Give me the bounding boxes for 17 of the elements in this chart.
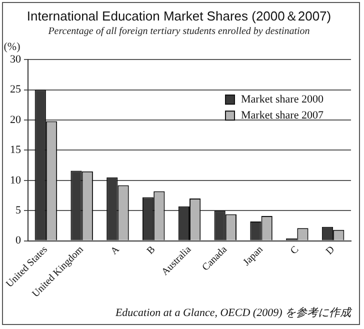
y-tick-label: 0 (16, 234, 22, 247)
text: Education at a Glance, OECD (2009) を参考に作成 (115, 306, 351, 320)
x-tick-label: C (288, 244, 302, 257)
y-axis-title: (%) (4, 40, 21, 53)
x-tick-label: A (108, 244, 122, 258)
legend-label: Market share 2000 (241, 93, 324, 106)
chart-title: International Education Market Shares (2000＆2007) (26, 8, 332, 24)
chart-subtitle: Percentage of all foreign tertiary students enrolled by destination (47, 26, 310, 38)
x-tick-label: B (145, 244, 158, 257)
y-tick-label: 5 (16, 204, 22, 216)
y-tick-label: 20 (10, 114, 22, 126)
x-tick-label: D (324, 244, 338, 258)
legend-label: Market share 2007 (241, 109, 324, 122)
y-tick-label: 10 (10, 174, 22, 186)
y-tick-label: 25 (10, 84, 22, 96)
y-tick-label: 30 (10, 53, 22, 66)
y-tick-label: 15 (10, 144, 22, 156)
